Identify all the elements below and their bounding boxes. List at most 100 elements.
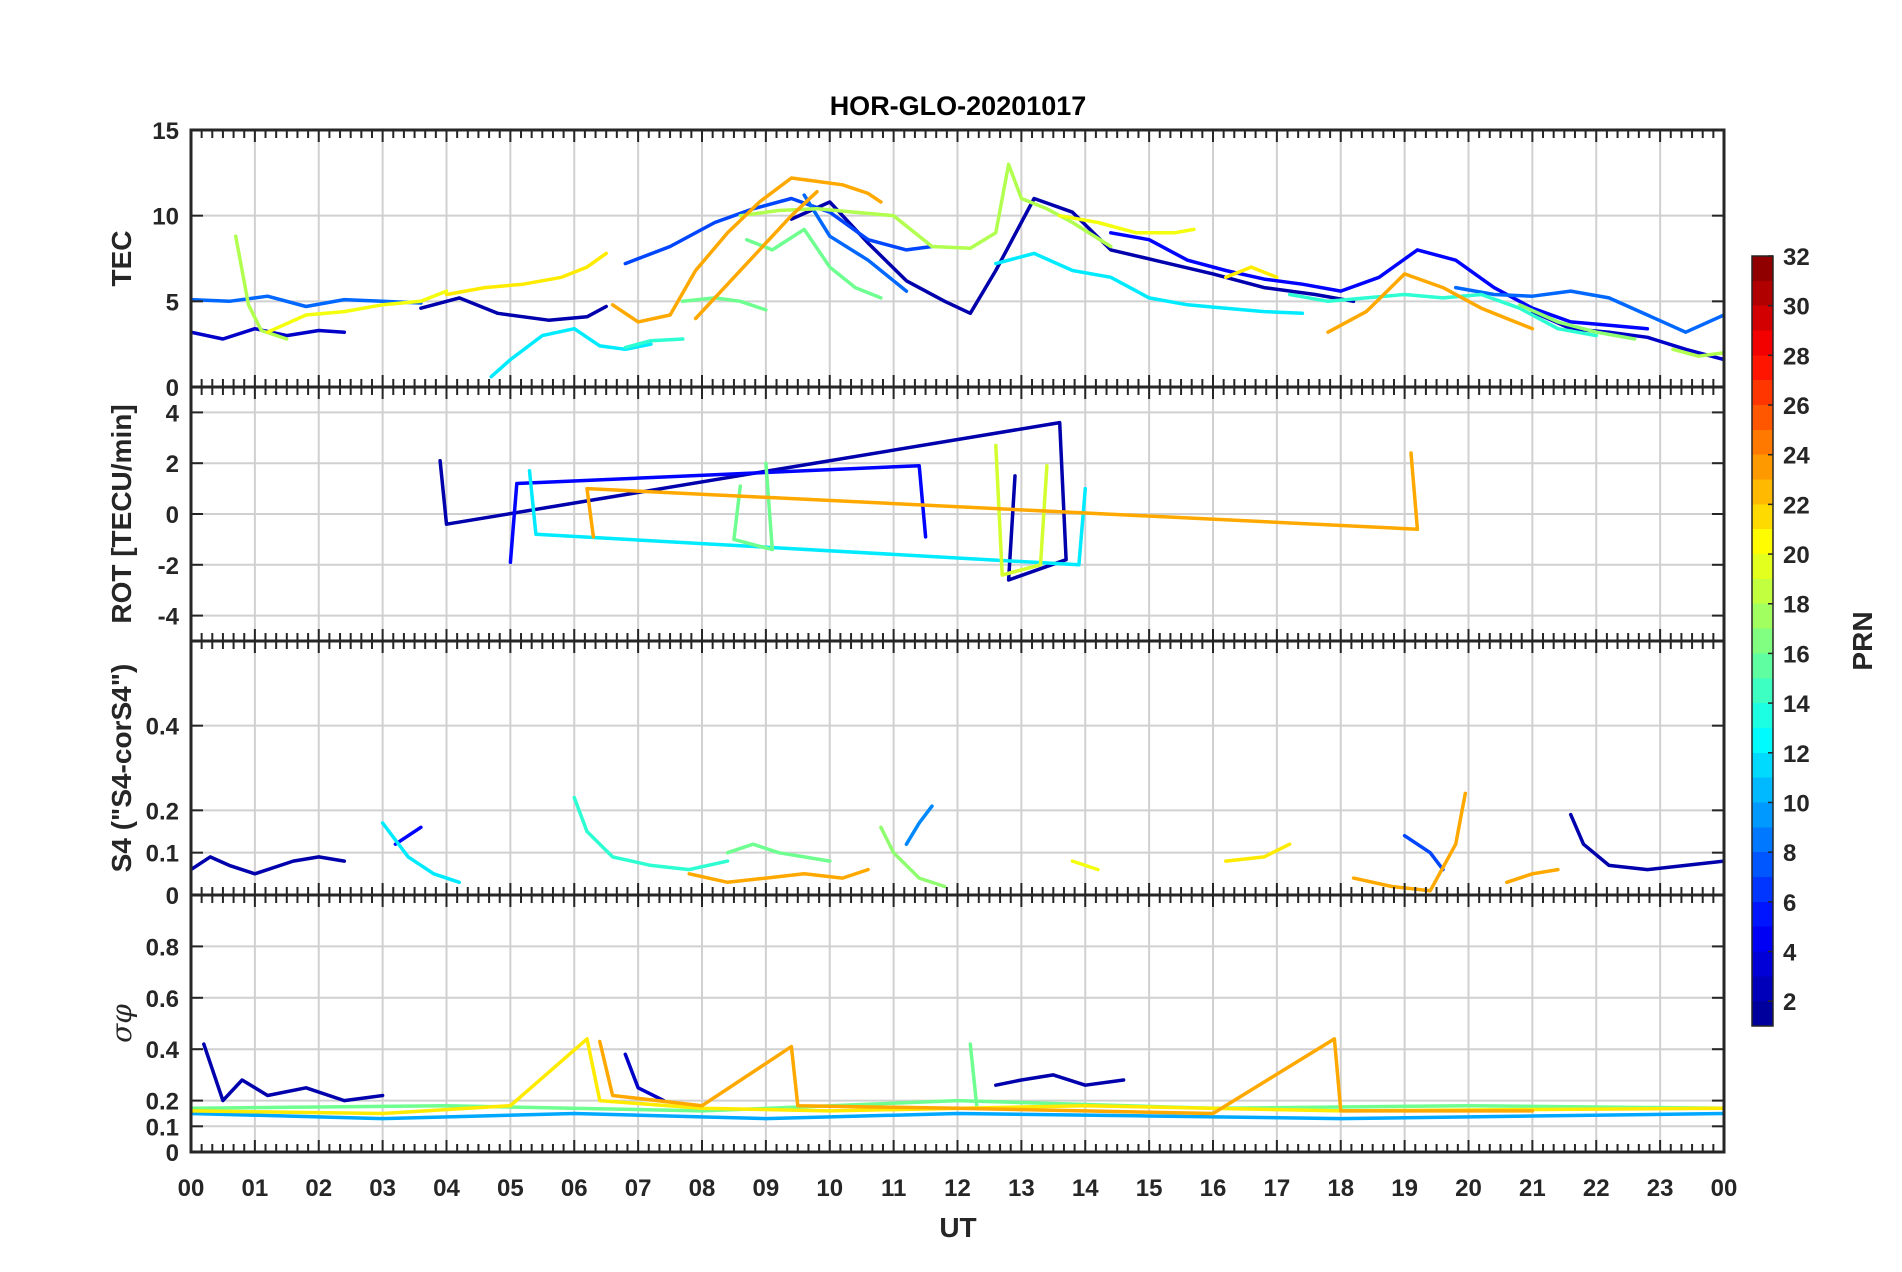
- series-line-prn-17: [1517, 303, 1637, 341]
- y-axis-label: σφ: [105, 1004, 138, 1043]
- series-line-prn-16: [725, 842, 832, 863]
- series-line-prn-12: [380, 821, 462, 885]
- colorbar-label: PRN: [1847, 611, 1878, 670]
- series-group: [438, 420, 1420, 582]
- x-tick-label: 21: [1519, 1175, 1546, 1202]
- x-tick-label: 20: [1455, 1175, 1482, 1202]
- x-tick-label: 17: [1264, 1175, 1291, 1202]
- x-tick-label: 19: [1391, 1175, 1418, 1202]
- series-line-prn-5: [508, 463, 928, 565]
- series-line-prn-2: [1568, 812, 1724, 872]
- x-axis-tick-labels: 00 01 02 03 04 05 06 07 08 09 10 11 12 13 14 15 16 17 18 19…: [178, 1175, 1738, 1202]
- colorbar-tick-label: 22: [1783, 492, 1810, 519]
- series-line-prn-3: [1530, 309, 1724, 362]
- y-tick-label: 0: [166, 502, 179, 529]
- x-tick-label: 08: [689, 1175, 716, 1202]
- x-tick-label: 14: [1072, 1175, 1099, 1202]
- series-line-prn-3: [623, 1052, 666, 1103]
- y-tick-label: 4: [166, 400, 180, 427]
- series-line-prn-21: [444, 251, 608, 297]
- y-tick-label: 0.1: [146, 1114, 179, 1141]
- series-line-prn-18: [1671, 347, 1724, 358]
- x-tick-label: 12: [944, 1175, 971, 1202]
- series-line-prn-2: [202, 1042, 385, 1103]
- y-tick-label: 0.1: [146, 841, 179, 868]
- colorbar-tick-label: 18: [1783, 592, 1810, 619]
- y-tick-label: 0.8: [146, 934, 179, 961]
- x-tick-label: 22: [1583, 1175, 1610, 1202]
- x-tick-label: 06: [561, 1175, 588, 1202]
- series-line-prn-23: [687, 867, 870, 885]
- colorbar-tick-label: 4: [1783, 939, 1797, 966]
- x-tick-label: 10: [816, 1175, 843, 1202]
- series-line-prn-8: [1453, 285, 1724, 334]
- series-group: [191, 1037, 1724, 1121]
- series-line-prn-16: [681, 296, 768, 312]
- x-tick-label: 04: [433, 1175, 460, 1202]
- colorbar-tick-label: 20: [1783, 542, 1810, 569]
- colorbar-tick-label: 10: [1783, 790, 1810, 817]
- x-tick-label: 07: [625, 1175, 652, 1202]
- series-line-prn-14: [623, 337, 685, 350]
- series-line-prn-7: [1402, 833, 1445, 872]
- x-tick-label: 03: [369, 1175, 396, 1202]
- y-tick-label: 0: [166, 883, 179, 910]
- panel-4: 00.10.2 0.4 0.6 0.8 σφ: [105, 893, 1726, 1167]
- colorbar-tick-label: 6: [1783, 890, 1796, 917]
- y-tick-label: 0.2: [146, 1089, 179, 1116]
- y-tick-label: 15: [152, 118, 179, 145]
- colorbar-tick-label: 12: [1783, 741, 1810, 768]
- series-line-prn-10: [191, 1111, 1724, 1121]
- series-line-prn-18: [738, 162, 1113, 250]
- colorbar-tick-label: 30: [1783, 294, 1810, 321]
- y-tick-label: 0: [166, 375, 179, 402]
- series-line-prn-23: [585, 451, 1420, 539]
- series-line-prn-5: [1109, 231, 1650, 331]
- y-tick-label: 0: [166, 1140, 179, 1167]
- panel-2: -4 -2 0 2 4 ROT [TECU/min]: [106, 385, 1726, 643]
- series-line-prn-14: [1287, 292, 1599, 338]
- x-tick-label: 16: [1200, 1175, 1227, 1202]
- series-line-prn-23: [1326, 272, 1535, 334]
- series-line-prn-8: [802, 193, 909, 293]
- panel-3: 0 0.1 0.2 0.4 S4 ("S4-corS4"): [106, 639, 1726, 910]
- x-tick-label: 18: [1327, 1175, 1354, 1202]
- x-tick-label: 13: [1008, 1175, 1035, 1202]
- series-line-prn-12: [994, 251, 1305, 316]
- series-line-prn-23: [1505, 867, 1560, 885]
- series-line-prn-20: [1057, 213, 1196, 235]
- y-tick-label: 0.4: [146, 714, 180, 741]
- y-tick-label: 0.2: [146, 798, 179, 825]
- series-line-prn-5: [393, 825, 423, 846]
- colorbar-tick-label: 8: [1783, 840, 1796, 867]
- x-axis-label: UT: [939, 1212, 976, 1243]
- y-axis-label: ROT [TECU/min]: [106, 404, 137, 623]
- colorbar-tick-label: 32: [1783, 244, 1810, 271]
- y-tick-label: -4: [158, 604, 180, 631]
- colorbar-tick-label: 2: [1783, 989, 1796, 1016]
- y-tick-label: 0.6: [146, 986, 179, 1013]
- series-line-prn-16: [968, 1042, 979, 1108]
- y-tick-label: 2: [166, 451, 179, 478]
- series-line-prn-8: [191, 294, 423, 309]
- series-line-prn-21: [1224, 265, 1279, 280]
- colorbar-tick-label: 16: [1783, 641, 1810, 668]
- series-line-prn-23: [598, 1037, 1535, 1116]
- colorbar-tick-label: 28: [1783, 343, 1810, 370]
- y-tick-label: 5: [166, 289, 179, 316]
- colorbar-bar: [1751, 255, 1774, 1027]
- series-line-prn-2: [419, 296, 608, 322]
- series-group: [191, 162, 1724, 379]
- series-line-prn-2: [191, 855, 347, 876]
- series-line-prn-7: [623, 196, 934, 266]
- x-tick-label: 23: [1647, 1175, 1674, 1202]
- series-line-prn-21: [191, 1037, 1724, 1116]
- series-line-prn-2: [789, 196, 1356, 316]
- x-tick-label: 00: [1711, 1175, 1738, 1202]
- x-tick-label: 11: [881, 1175, 906, 1202]
- x-tick-label: 09: [753, 1175, 780, 1202]
- series-line-prn-20: [1070, 859, 1100, 872]
- colorbar-tick-label: 14: [1783, 691, 1810, 718]
